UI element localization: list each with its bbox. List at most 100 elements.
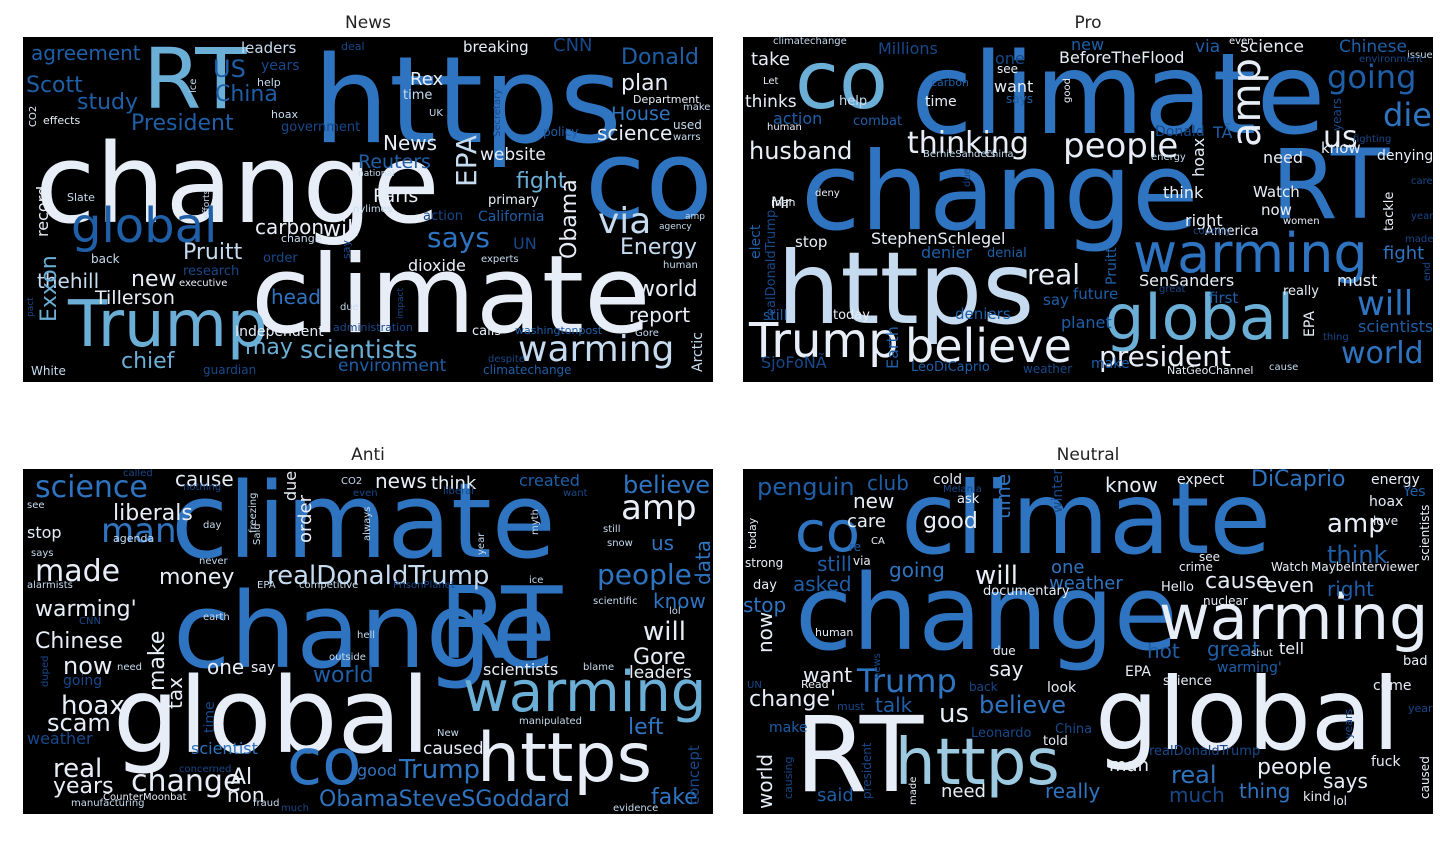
word-chinese: Chinese (1339, 37, 1407, 57)
word-effects: effects (43, 114, 81, 127)
word-scientists: scientists (1418, 504, 1432, 561)
word-real: real (53, 754, 103, 784)
word-stephenschlegel: StephenSchlegel (871, 229, 1006, 248)
word-hell: hell (357, 630, 376, 641)
word-nuclear: nuclear (1203, 594, 1248, 608)
word-thehill: thehill (37, 269, 100, 293)
word-tax: tax (163, 677, 187, 709)
word-due: due (993, 644, 1016, 658)
word-want: want (994, 77, 1034, 96)
word-year: year (476, 532, 487, 555)
word-epa: EPA (1125, 664, 1151, 680)
word-right: right (1327, 577, 1374, 601)
word-https: https (477, 719, 653, 798)
word-national: national (358, 169, 395, 179)
word-science: science (1240, 37, 1304, 57)
word-news: News (383, 131, 438, 155)
word-stop: stop (743, 593, 787, 617)
wordcloud-anti: climate change RT global warming https co scien… (23, 469, 713, 814)
word-us: US (213, 55, 246, 83)
word-see: see (1199, 550, 1221, 564)
word-climate: climate (911, 37, 1326, 160)
word-time: time (991, 473, 1015, 519)
word-read: Read (801, 678, 829, 691)
word-love: love (1373, 514, 1399, 528)
word-washingtonpost: washingtonpost (515, 324, 603, 337)
word-say: say (1043, 291, 1069, 309)
panel-title-pro: Pro (1074, 13, 1102, 33)
word-believe: believe (905, 319, 1072, 373)
word-environment: environment (338, 356, 447, 376)
word-much: much (1169, 783, 1225, 807)
word-china: China (1055, 722, 1093, 737)
word-hoax: hoax (1189, 137, 1208, 177)
word-via: via (598, 201, 652, 242)
word-one: one (995, 49, 1025, 68)
word-leonardo: Leonardo (971, 726, 1032, 741)
word-chief: chief (121, 349, 175, 374)
word-want: want (563, 488, 588, 499)
word-outside: outside (329, 652, 366, 663)
word-breaking: breaking (463, 38, 529, 56)
word-even: even (1265, 573, 1315, 597)
word-liberal: liberal (443, 486, 475, 497)
word-sensanders: SenSanders (1139, 271, 1235, 290)
word-scientific: scientific (593, 596, 638, 607)
word-alarmists: alarmists (27, 580, 73, 591)
word-new: new (131, 267, 177, 292)
word-weather: weather (27, 729, 93, 748)
word-prisonplanet: PrisonPlanet (393, 580, 455, 591)
word-lol: lol (669, 606, 681, 617)
word-money: money (159, 565, 235, 590)
word-website: website (480, 145, 546, 165)
word-fight: fight (1383, 243, 1425, 264)
word-stop: stop (27, 523, 62, 542)
word-exxon: Exxon (37, 255, 62, 322)
word-china: China (985, 149, 1014, 160)
word-change: change (131, 764, 242, 799)
word-scientist: scientist (191, 739, 258, 758)
word-pruitt: Pruitt (1104, 247, 1120, 285)
word-scientists: scientists (1358, 317, 1433, 336)
word-thing: thing (1323, 332, 1349, 343)
word-liberals: liberals (113, 501, 193, 526)
word-kind: kind (1303, 790, 1331, 805)
word-cause: cause (1269, 362, 1299, 373)
word-change: change (801, 130, 1199, 255)
word-die: die (1383, 96, 1432, 134)
word-mr: Mr (771, 193, 792, 212)
word-talk: talk (875, 693, 913, 717)
word-said: Said (252, 523, 263, 545)
word-secretary: Secretary (492, 88, 503, 137)
word-due: due (340, 302, 359, 313)
word-time: time (403, 88, 433, 103)
word-calls: calls (472, 324, 502, 339)
word-cause: cause (175, 469, 234, 491)
word-need: need (1263, 148, 1303, 167)
word-called: called (123, 469, 153, 479)
word-created: created (519, 471, 580, 490)
word-gore: Gore (633, 645, 686, 670)
word-impact: impact (396, 288, 406, 319)
word-earth: Earth (883, 326, 902, 369)
word-melania: Melania (943, 484, 982, 495)
word-science: science (35, 470, 148, 505)
word-say: say (340, 240, 353, 259)
word-ice: ice (529, 575, 544, 586)
word-now: now (753, 611, 777, 653)
word-science: science (597, 121, 673, 145)
word-ice: ice (188, 78, 199, 93)
word-great: great (1207, 637, 1260, 661)
word-new: new (853, 489, 895, 513)
word-combat: combat (853, 114, 903, 129)
word-despite: despite (488, 354, 525, 365)
word-scott: Scott (26, 73, 83, 98)
word-t-: TÃ (1213, 123, 1233, 142)
word-really: really (1045, 779, 1101, 803)
word-leodicaprio: LeoDiCaprio (911, 360, 990, 375)
panel-title-news: News (345, 13, 391, 33)
word-planet: planet (1061, 313, 1112, 332)
word-action: action (423, 209, 464, 224)
word-myth: myth (530, 509, 541, 535)
word-us: us (651, 531, 675, 555)
